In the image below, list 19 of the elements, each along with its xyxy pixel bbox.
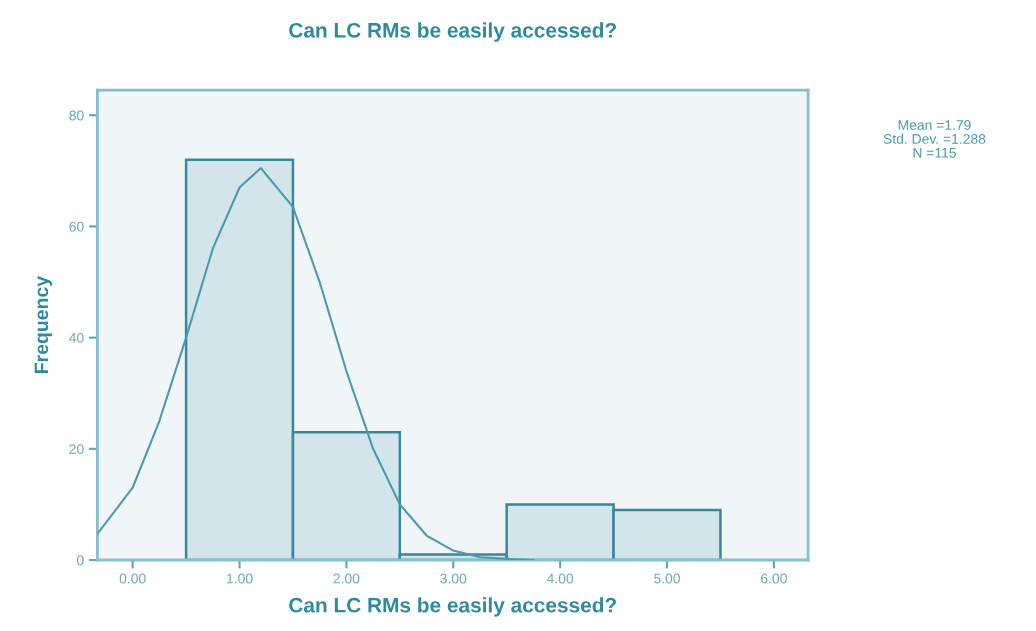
x-tick-label: 1.00 — [227, 573, 253, 584]
text: N =115 — [913, 148, 956, 158]
y-tick-label: 40 — [69, 332, 84, 343]
text: Mean =1.79 — [898, 120, 971, 130]
x-tick-label: 6.00 — [761, 573, 787, 584]
line-series — [97, 167, 535, 561]
x-tick-label: 0.00 — [119, 573, 146, 584]
y-tick-label: 80 — [69, 110, 84, 121]
x-axis-title: Can LC RMs be easily accessed? — [289, 597, 616, 617]
x-tick-label: 5.00 — [654, 573, 680, 584]
text: Std. Dev. =1.288 — [883, 133, 986, 144]
y-tick-label: 60 — [69, 221, 84, 232]
x-tick-label: 2.00 — [333, 573, 360, 584]
y-tick-label: 0 — [77, 555, 84, 566]
x-tick-label: 3.00 — [440, 573, 467, 584]
chart-title: Can LC RMs be easily accessed? — [289, 22, 616, 42]
y-tick-label: 20 — [69, 444, 84, 454]
y-axis-title: Frequency — [34, 276, 53, 373]
x-tick-label: 4.00 — [546, 573, 574, 584]
